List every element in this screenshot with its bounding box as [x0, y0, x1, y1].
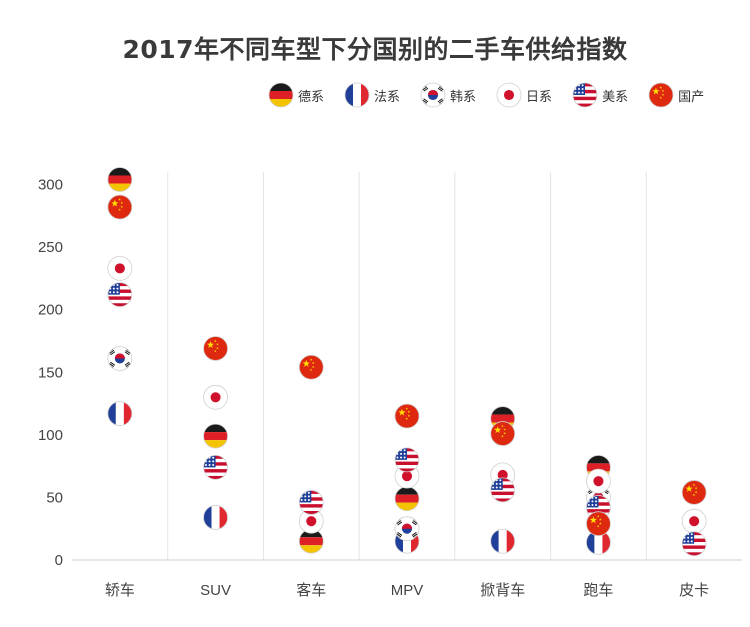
- legend-item-japan: 日系: [496, 82, 552, 108]
- chart-title: 2017年不同车型下分国别的二手车供给指数: [122, 35, 628, 64]
- legend-item-france: 法系: [344, 82, 400, 108]
- point-germany: [107, 167, 133, 192]
- point-china: [394, 403, 420, 429]
- x-tick-label: 掀背车: [480, 582, 525, 599]
- point-japan: [107, 255, 133, 281]
- point-china: [681, 480, 707, 505]
- point-china: [203, 336, 228, 361]
- x-tick-label: 轿车: [105, 582, 135, 599]
- point-usa: [107, 282, 133, 308]
- point-china: [586, 511, 611, 537]
- point-japan: [681, 508, 707, 534]
- legend-item-china: 国产: [648, 82, 704, 108]
- y-tick-label: 50: [46, 489, 63, 506]
- point-france: [203, 505, 228, 530]
- point-japan: [586, 468, 611, 494]
- y-tick-label: 150: [38, 364, 63, 381]
- legend-label: 法系: [374, 89, 401, 105]
- x-tick-label: 客车: [296, 582, 326, 599]
- point-korea: [394, 516, 420, 542]
- legend-label: 国产: [678, 89, 705, 105]
- point-usa: [490, 477, 516, 503]
- point-korea: [107, 346, 133, 371]
- x-tick-label: MPV: [391, 582, 424, 599]
- y-tick-label: 0: [55, 552, 63, 569]
- usa-flag-icon: [572, 82, 598, 108]
- legend-label: 日系: [526, 89, 553, 105]
- korea-flag-icon: [420, 82, 446, 108]
- legend-item-germany: 德系: [268, 82, 324, 108]
- china-flag-icon: [648, 82, 674, 108]
- japan-flag-icon: [496, 82, 522, 108]
- legend-item-korea: 韩系: [420, 82, 476, 108]
- x-tick-label: 皮卡: [679, 582, 709, 599]
- point-france: [490, 528, 516, 554]
- point-usa: [298, 490, 324, 515]
- legend-label: 德系: [298, 89, 325, 105]
- point-china: [107, 194, 133, 220]
- x-tick-label: 跑车: [583, 582, 613, 599]
- y-tick-label: 250: [38, 239, 63, 256]
- point-usa: [394, 447, 420, 473]
- legend-label: 美系: [602, 89, 629, 105]
- legend-item-usa: 美系: [572, 82, 628, 108]
- legend-label: 韩系: [450, 89, 477, 105]
- y-tick-label: 200: [38, 302, 63, 319]
- point-germany: [203, 423, 228, 449]
- france-flag-icon: [344, 82, 370, 108]
- germany-flag-icon: [268, 82, 294, 108]
- point-japan: [203, 384, 228, 410]
- y-tick-label: 100: [38, 427, 63, 444]
- point-usa: [203, 454, 228, 480]
- x-tick-label: SUV: [200, 582, 231, 599]
- legend: 德系 法系 韩系 日系 美系 国产: [268, 80, 724, 110]
- point-china: [298, 354, 324, 380]
- point-usa: [681, 531, 707, 557]
- point-china: [490, 421, 516, 446]
- point-germany: [394, 486, 420, 512]
- y-tick-label: 300: [38, 177, 63, 194]
- point-france: [107, 401, 133, 426]
